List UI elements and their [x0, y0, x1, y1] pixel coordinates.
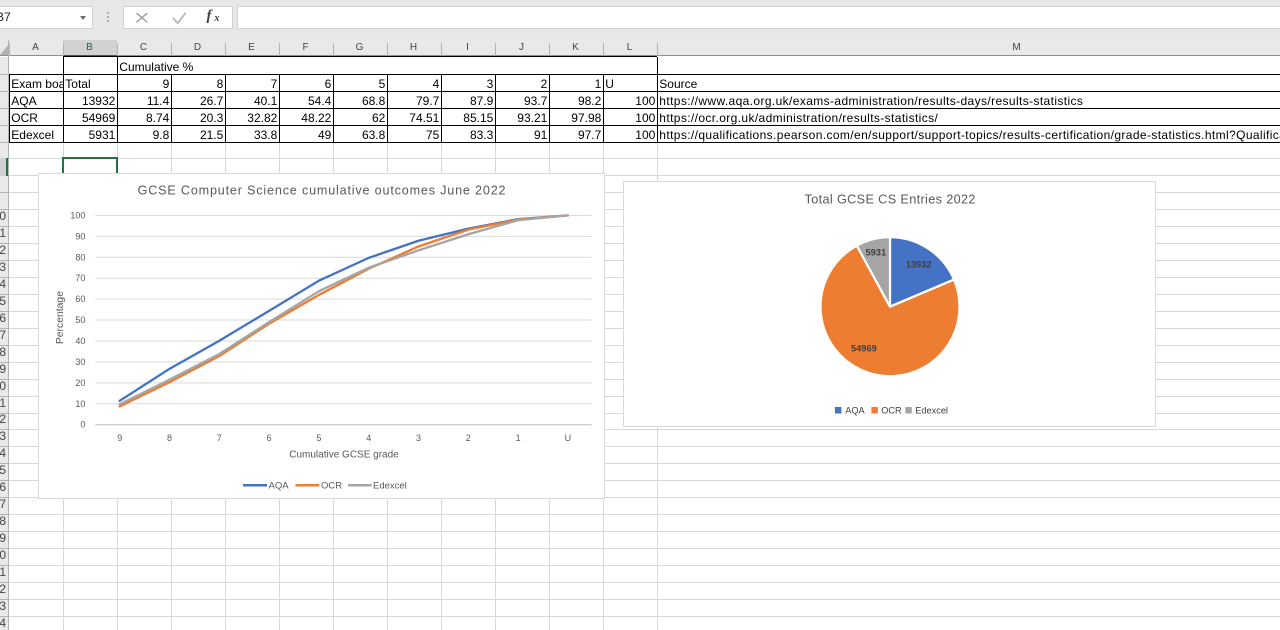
- svg-text:13932: 13932: [906, 259, 932, 269]
- svg-text:40: 40: [76, 335, 86, 345]
- svg-text:5: 5: [317, 433, 322, 443]
- svg-text:2: 2: [466, 433, 471, 443]
- svg-text:Percentage: Percentage: [55, 290, 66, 343]
- svg-text:Edexcel: Edexcel: [916, 405, 949, 415]
- svg-text:10: 10: [76, 398, 86, 408]
- svg-text:20: 20: [76, 377, 86, 387]
- svg-text:6: 6: [267, 433, 272, 443]
- svg-text:Total GCSE CS Entries 2022: Total GCSE CS Entries 2022: [805, 192, 976, 206]
- svg-text:AQA: AQA: [846, 405, 866, 415]
- svg-text:80: 80: [76, 252, 86, 262]
- svg-text:Edexcel: Edexcel: [373, 480, 407, 491]
- svg-text:OCR: OCR: [321, 480, 342, 491]
- svg-text:4: 4: [366, 433, 371, 443]
- svg-text:60: 60: [76, 294, 86, 304]
- svg-text:0: 0: [81, 419, 86, 429]
- svg-text:OCR: OCR: [881, 405, 902, 415]
- svg-text:54969: 54969: [851, 343, 877, 353]
- svg-text:7: 7: [217, 433, 222, 443]
- svg-text:50: 50: [76, 315, 86, 325]
- svg-text:GCSE Computer Science cumulati: GCSE Computer Science cumulative outcome…: [138, 183, 507, 197]
- svg-text:AQA: AQA: [269, 480, 290, 491]
- svg-text:8: 8: [167, 433, 172, 443]
- svg-text:30: 30: [76, 356, 86, 366]
- svg-text:5931: 5931: [866, 247, 887, 257]
- svg-text:90: 90: [76, 231, 86, 241]
- svg-text:U: U: [565, 433, 572, 443]
- svg-text:1: 1: [516, 433, 521, 443]
- svg-text:9: 9: [117, 433, 122, 443]
- svg-text:70: 70: [76, 273, 86, 283]
- svg-text:3: 3: [416, 433, 421, 443]
- svg-text:Cumulative GCSE grade: Cumulative GCSE grade: [290, 449, 400, 460]
- svg-text:100: 100: [71, 210, 86, 220]
